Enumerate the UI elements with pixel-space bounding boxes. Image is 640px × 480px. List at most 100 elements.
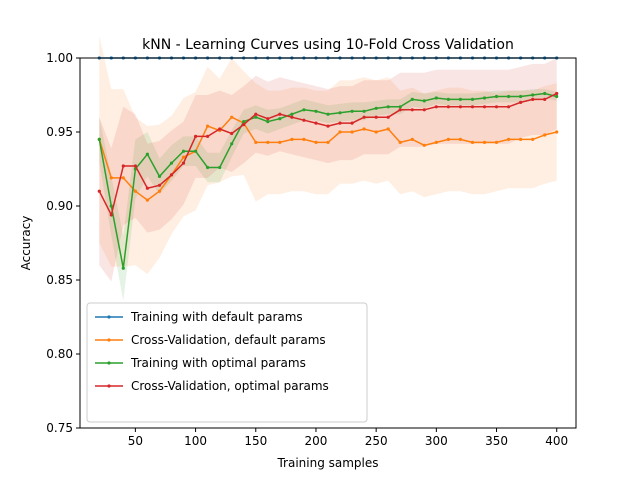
series-2-point xyxy=(194,149,198,153)
series-1-point xyxy=(181,155,186,159)
series-1-point xyxy=(398,140,402,144)
series-2-point xyxy=(218,165,222,170)
legend-marker xyxy=(107,384,111,388)
series-2-point xyxy=(97,137,101,141)
x-tick-label: 400 xyxy=(545,434,568,448)
series-2-point xyxy=(326,112,330,116)
series-3-point xyxy=(157,183,162,187)
y-tick-label: 1.00 xyxy=(46,51,73,65)
series-3-point xyxy=(97,189,101,193)
series-1-point xyxy=(314,140,318,144)
series-1-point xyxy=(338,130,342,134)
y-axis-ticks: 0.75 0.80 0.85 0.90 0.95 1.00 xyxy=(46,51,80,435)
series-3-point xyxy=(458,105,462,109)
series-2-point xyxy=(350,109,354,113)
series-2-point xyxy=(482,96,487,100)
x-axis-ticks: 50 100 150 200 250 300 350 400 xyxy=(128,428,568,448)
series-3-point xyxy=(169,173,174,177)
series-2-point xyxy=(302,108,306,112)
series-1-point xyxy=(326,140,330,144)
series-1-point xyxy=(434,140,438,144)
series-1-point xyxy=(519,137,523,141)
series-3-point xyxy=(410,108,414,112)
series-2-point xyxy=(230,142,234,146)
series-2-point xyxy=(519,94,523,99)
series-3-point xyxy=(218,127,222,131)
series-3-point xyxy=(290,115,294,119)
series-3-point xyxy=(531,97,535,101)
series-1-point xyxy=(278,140,282,144)
series-2-point xyxy=(242,120,246,124)
plot-frame xyxy=(79,57,577,429)
series-1-point xyxy=(290,137,294,141)
series-3-point xyxy=(350,121,354,125)
series-1-point xyxy=(410,137,414,141)
legend-label: Cross-Validation, default params xyxy=(131,333,326,347)
y-tick-label: 0.75 xyxy=(46,421,73,435)
series-1-point xyxy=(145,198,149,202)
series-2-point xyxy=(254,115,258,119)
series-1-point xyxy=(374,130,378,134)
series-2-point xyxy=(145,152,149,156)
legend-label: Training with optimal params xyxy=(130,356,306,370)
series-3-point xyxy=(386,115,390,119)
y-tick-label: 0.95 xyxy=(46,125,73,139)
series-1-point xyxy=(302,137,306,141)
series-2-point xyxy=(278,117,282,121)
series-2-point xyxy=(434,96,438,100)
series-2-point xyxy=(507,94,511,99)
series-3-point xyxy=(374,115,378,119)
series-1-point xyxy=(254,140,258,144)
series-2-point xyxy=(543,91,547,96)
series-3-point xyxy=(254,112,258,116)
series-3-point xyxy=(133,164,137,168)
series-2-point xyxy=(458,97,462,101)
series-3-point xyxy=(109,213,113,217)
series-1-point xyxy=(266,140,270,144)
series-1-point xyxy=(531,137,535,141)
series-2-point xyxy=(314,109,318,113)
series-2-point xyxy=(398,105,402,109)
series-3-point xyxy=(181,161,186,165)
legend-marker xyxy=(107,338,111,342)
legend-label: Training with default params xyxy=(130,310,303,324)
series-3-point xyxy=(302,118,306,122)
x-tick-label: 250 xyxy=(365,434,388,448)
series-2-point xyxy=(157,174,162,178)
series-1-point xyxy=(470,140,475,144)
series-3-point xyxy=(326,124,330,128)
series-3-point xyxy=(398,108,402,112)
series-3-point xyxy=(338,121,342,125)
x-tick-label: 200 xyxy=(305,434,328,448)
series-1-point xyxy=(206,124,210,128)
series-2-point xyxy=(121,266,125,270)
series-1-point xyxy=(422,143,426,147)
series-2-point xyxy=(470,97,475,101)
series-1-point xyxy=(350,130,354,134)
series-3-point xyxy=(494,105,499,109)
series-2-point xyxy=(531,93,535,97)
series-1-point xyxy=(446,137,450,141)
series-3-point xyxy=(278,112,282,116)
series-2-point xyxy=(109,204,113,208)
series-3-point xyxy=(314,121,318,125)
series-3-point xyxy=(121,164,125,168)
series-3-point xyxy=(145,186,149,190)
series-2-point xyxy=(410,97,414,101)
y-tick-label: 0.85 xyxy=(46,273,73,287)
x-tick-label: 50 xyxy=(128,434,143,448)
series-1-point xyxy=(458,137,462,141)
series-3-point xyxy=(507,105,511,109)
series-1-point xyxy=(555,130,559,134)
series-2-point xyxy=(494,94,499,99)
series-1-point xyxy=(362,127,366,131)
series-2-point xyxy=(290,112,294,116)
series-1-point xyxy=(482,140,487,144)
y-axis-label: Accuracy xyxy=(19,216,33,271)
x-tick-label: 350 xyxy=(485,434,508,448)
series-3-point xyxy=(362,115,366,119)
series-3-point xyxy=(242,123,246,127)
series-1-point xyxy=(109,176,113,180)
series-2-point xyxy=(266,120,270,124)
